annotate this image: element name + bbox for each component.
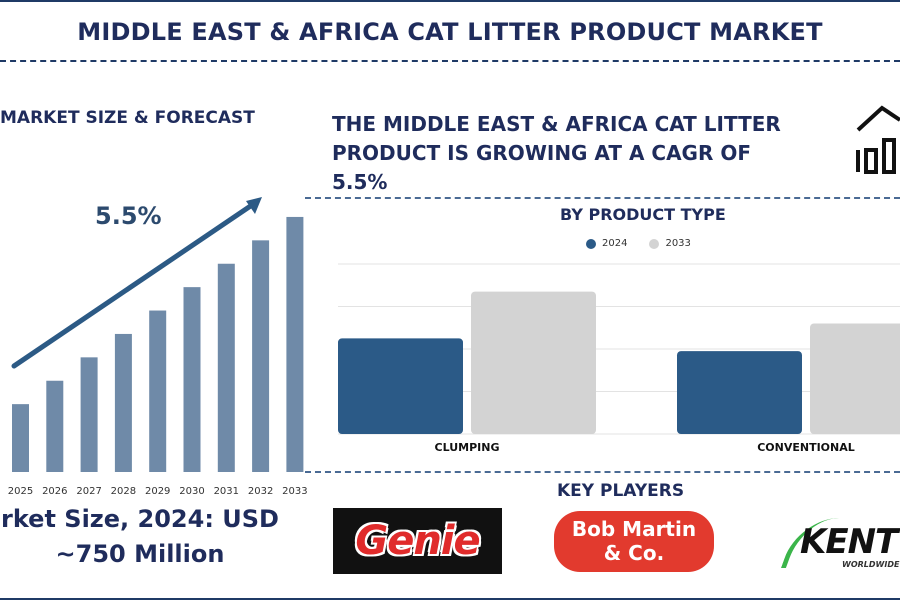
legend-label: 2033 xyxy=(665,238,691,249)
market-size-heading: MARKET SIZE & FORECAST xyxy=(0,108,255,128)
legend-item-2033: 2033 xyxy=(649,238,691,249)
legend-item-2024: 2024 xyxy=(586,238,627,249)
forecast-bar xyxy=(114,333,132,472)
category-label: CLUMPING xyxy=(435,441,500,454)
kent-logo-text: KENT xyxy=(800,522,898,562)
cagr-headline-line: 5.5% xyxy=(332,170,388,194)
bob-martin-logo: Bob Martin & Co. xyxy=(554,511,714,572)
legend-dot-2024 xyxy=(586,238,596,249)
x-tick-label: 2028 xyxy=(111,486,136,497)
genie-logo-text: Genie xyxy=(355,518,480,564)
bar-2024 xyxy=(338,338,463,434)
forecast-bar xyxy=(217,263,235,472)
growth-arrow xyxy=(11,200,258,369)
bob-martin-logo-text: & Co. xyxy=(603,541,665,565)
product-type-heading: BY PRODUCT TYPE xyxy=(560,205,726,224)
key-players-heading: KEY PLAYERS xyxy=(557,481,685,501)
x-tick-label: 2033 xyxy=(282,486,307,497)
market-size-text: rket Size, 2024: USD ~750 Million xyxy=(0,502,300,572)
forecast-bar xyxy=(252,240,270,472)
forecast-bar xyxy=(183,287,201,472)
x-tick-label: 2027 xyxy=(76,486,101,497)
x-tick-label: 2032 xyxy=(248,486,273,497)
page-title: MIDDLE EAST & AFRICA CAT LITTER PRODUCT … xyxy=(77,18,823,46)
forecast-bar xyxy=(12,404,29,472)
forecast-bar xyxy=(80,357,98,472)
bar-2033 xyxy=(471,291,596,434)
chart-legend: 2024 2033 xyxy=(586,238,691,249)
bottom-frame-line xyxy=(0,598,900,600)
category-label: CONVENTIONAL xyxy=(757,441,855,454)
x-tick-label: 2029 xyxy=(145,486,170,497)
forecast-bar xyxy=(286,216,304,472)
forecast-bar-chart: 2025 2026 2027 2028 2029 2030 2031 2032 2033 xyxy=(8,197,308,497)
kent-logo-subtext: WORLDWIDE xyxy=(842,560,900,569)
cagr-headline: THE MIDDLE EAST & AFRICA CAT LITTER PROD… xyxy=(332,110,832,197)
genie-logo: Genie xyxy=(333,508,502,574)
legend-label: 2024 xyxy=(602,238,628,249)
cagr-headline-line: THE MIDDLE EAST & AFRICA CAT LITTER xyxy=(332,112,781,136)
legend-dot-2033 xyxy=(649,238,660,249)
cagr-headline-line: PRODUCT IS GROWING AT A CAGR OF xyxy=(332,141,752,165)
bar-2024 xyxy=(677,351,802,434)
section-divider xyxy=(305,197,900,199)
bob-martin-logo-text: Bob Martin xyxy=(571,517,697,541)
forecast-bar xyxy=(46,380,64,472)
x-tick-label: 2025 xyxy=(8,486,33,497)
x-tick-label: 2031 xyxy=(214,486,239,497)
x-tick-label: 2030 xyxy=(179,486,204,497)
x-tick-label: 2026 xyxy=(42,486,67,497)
forecast-bar xyxy=(149,310,167,472)
growth-arrowhead xyxy=(246,197,262,214)
bar-2033 xyxy=(810,323,900,434)
market-size-value: ~750 Million xyxy=(55,540,225,568)
title-divider xyxy=(0,60,900,62)
cagr-annotation: 5.5% xyxy=(95,202,162,230)
market-size-line: rket Size, 2024: USD xyxy=(1,505,279,533)
top-frame-line xyxy=(0,0,900,2)
section-divider xyxy=(305,471,900,473)
kent-logo: KENT WORLDWIDE xyxy=(780,512,900,574)
